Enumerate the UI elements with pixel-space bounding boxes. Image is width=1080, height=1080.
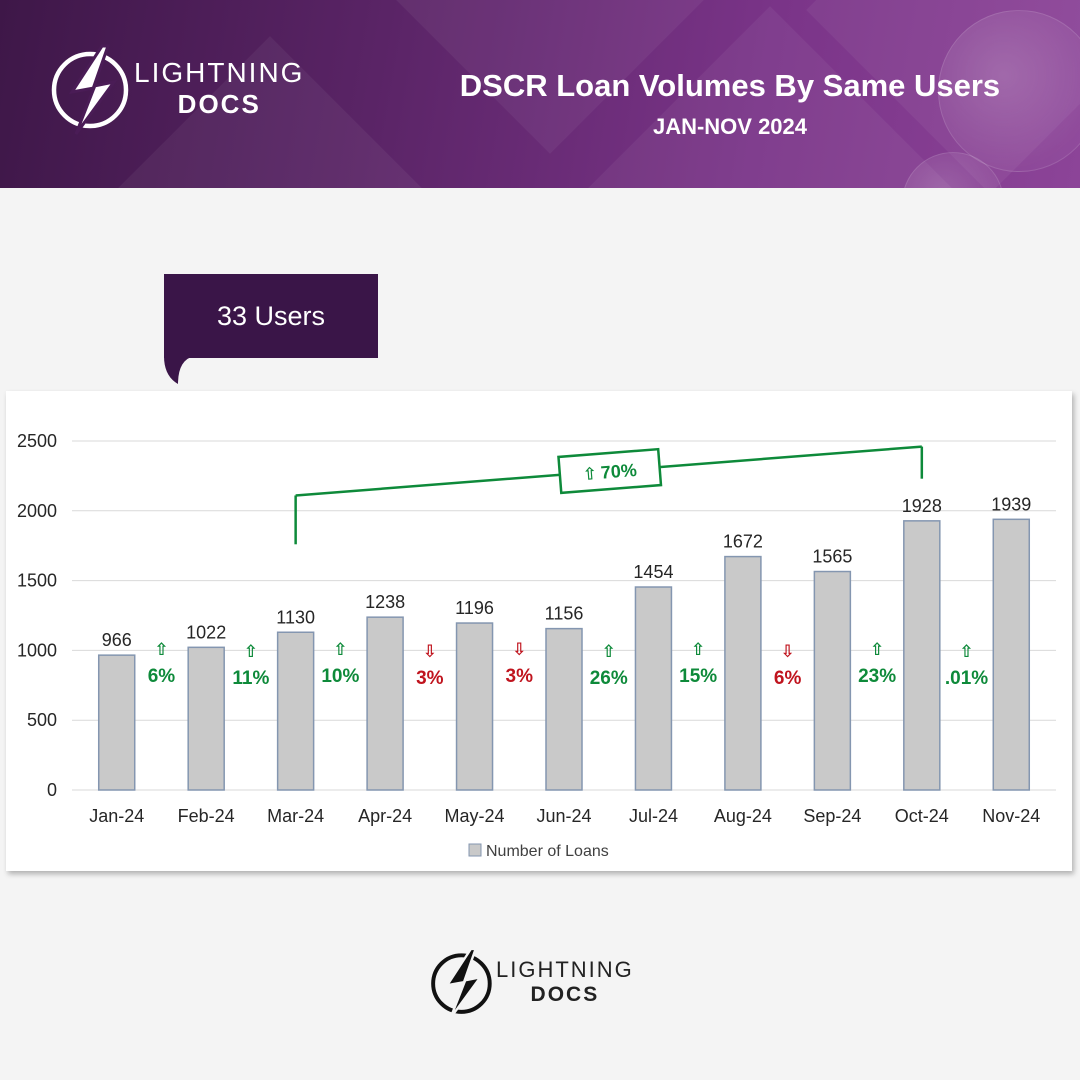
data-label: 1672 <box>723 532 763 552</box>
x-tick-label: Oct-24 <box>895 806 949 826</box>
overall-change-label: 70% <box>600 460 637 483</box>
arrow-up-icon: ⇧ <box>691 640 705 659</box>
page-subtitle: JAN-NOV 2024 <box>652 114 808 139</box>
bar <box>724 555 762 791</box>
bar <box>187 646 225 791</box>
arrow-up-icon: ⇧ <box>602 642 616 661</box>
bar <box>903 520 941 791</box>
overall-change-badge: ⇧ 70% <box>557 447 663 495</box>
legend-swatch <box>468 843 482 857</box>
users-callout: 33 Users <box>164 274 378 358</box>
legend-label: Number of Loans <box>486 843 609 860</box>
logo-wordmark-bottom: DOCS <box>177 89 261 119</box>
data-label: 1130 <box>276 607 315 627</box>
data-label: 1238 <box>365 592 405 612</box>
change-label: 10% <box>321 666 359 687</box>
x-tick-label: Sep-24 <box>803 806 861 826</box>
x-tick-label: Nov-24 <box>982 806 1040 826</box>
change-label: 6% <box>148 666 176 687</box>
x-tick-label: Mar-24 <box>267 806 324 826</box>
bar <box>276 631 315 791</box>
arrow-up-icon: ⇧ <box>244 642 258 661</box>
lightning-bolt-icon <box>431 947 492 1019</box>
callout-tail <box>164 356 194 384</box>
logo-wordmark-top: LIGHTNING <box>134 57 305 88</box>
chart-card: 0 500 1000 1500 2000 2500 966 Jan-24 1022 Feb-24 1… <box>6 391 1072 871</box>
data-label: 1565 <box>812 547 852 567</box>
bar <box>455 622 494 791</box>
change-label: .01% <box>945 668 988 689</box>
arrow-up-icon: ⇧ <box>959 642 973 661</box>
page-title: DSCR Loan Volumes By Same Users <box>459 68 1001 103</box>
x-tick-label: Aug-24 <box>714 806 772 826</box>
users-callout-label: 33 Users <box>216 300 326 331</box>
change-label: 26% <box>590 668 628 689</box>
overall-change-box <box>557 447 663 495</box>
bar <box>813 570 852 791</box>
change-label: 15% <box>679 666 717 687</box>
y-tick-label: 500 <box>27 710 57 730</box>
bar <box>366 616 404 791</box>
y-tick-label: 1500 <box>17 571 57 591</box>
change-label: 3% <box>416 668 444 689</box>
x-tick-label: Apr-24 <box>358 806 412 826</box>
footer-logo: LIGHTNING DOCS <box>430 942 634 1022</box>
x-tick-label: Feb-24 <box>178 806 235 826</box>
bar <box>545 627 583 791</box>
change-label: 11% <box>232 668 269 689</box>
footer-wordmark-top: LIGHTNING <box>496 957 634 982</box>
data-label: 1928 <box>902 496 942 516</box>
data-label: 1196 <box>455 598 494 618</box>
data-label: 1454 <box>633 562 673 582</box>
data-label: 966 <box>102 630 132 650</box>
bar <box>634 586 673 791</box>
x-tick-label: Jun-24 <box>536 806 591 826</box>
y-tick-label: 1000 <box>17 640 57 660</box>
change-label: 23% <box>858 666 896 687</box>
arrow-down-icon: ⇩ <box>781 642 795 661</box>
header-banner: LIGHTNING DOCS DSCR Loan Volumes By Same… <box>0 0 1080 188</box>
data-label: 1939 <box>991 494 1031 514</box>
y-tick-label: 2000 <box>17 501 57 521</box>
data-label: 1156 <box>545 604 584 624</box>
bar-chart: 0 500 1000 1500 2000 2500 966 Jan-24 1022 Feb-24 1… <box>17 431 1056 860</box>
arrow-up-icon: ⇧ <box>582 464 598 484</box>
arrow-down-icon: ⇩ <box>512 640 526 659</box>
footer-wordmark-bottom: DOCS <box>530 983 600 1006</box>
x-tick-label: May-24 <box>445 806 505 826</box>
lightning-bolt-icon <box>51 44 129 135</box>
y-tick-label: 0 <box>47 780 57 800</box>
change-label: 6% <box>774 668 802 689</box>
change-label: 3% <box>506 666 534 687</box>
arrow-up-icon: ⇧ <box>333 640 347 659</box>
x-tick-label: Jan-24 <box>89 806 144 826</box>
bar <box>992 518 1031 791</box>
data-label: 1022 <box>186 622 226 642</box>
y-tick-label: 2500 <box>17 431 57 451</box>
x-tick-label: Jul-24 <box>629 806 678 826</box>
arrow-up-icon: ⇧ <box>870 640 884 659</box>
header-logo: LIGHTNING DOCS <box>50 38 304 138</box>
arrow-up-icon: ⇧ <box>154 640 168 659</box>
arrow-down-icon: ⇩ <box>423 642 437 661</box>
bar <box>97 654 136 791</box>
